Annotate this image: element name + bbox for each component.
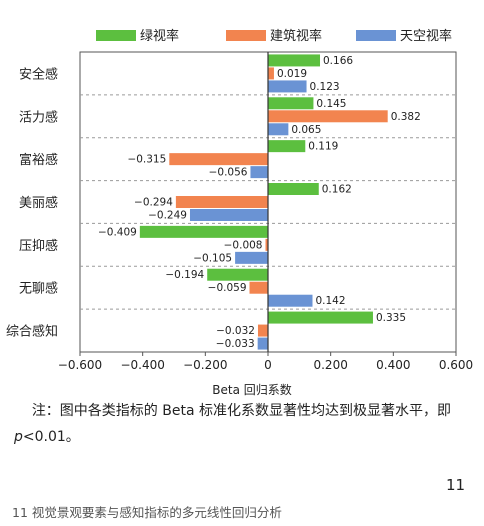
category-label: 安全感: [19, 66, 58, 82]
data-label: −0.033: [216, 338, 255, 350]
note-prefix: 注：图中各类指标的 Beta 标准化系数显著性均达到极显著水平，即: [31, 403, 451, 419]
data-label: 0.335: [376, 312, 406, 324]
legend-swatch: [356, 30, 396, 41]
bar: [268, 80, 307, 93]
data-label: −0.059: [208, 282, 247, 294]
bar: [268, 183, 319, 195]
bar: [175, 196, 268, 208]
data-label: −0.409: [98, 226, 137, 238]
data-label: −0.249: [148, 210, 187, 222]
bar: [268, 110, 388, 123]
bar: [265, 238, 268, 251]
figure-caption: 11 视觉景观要素与感知指标的多元线性回归分析: [12, 505, 282, 520]
data-label: 0.065: [291, 124, 321, 136]
data-label: 0.382: [391, 111, 421, 123]
data-label: −0.194: [165, 269, 204, 281]
category-label: 活力感: [19, 109, 58, 125]
x-tick-label: −0.200: [183, 358, 227, 372]
x-tick-label: 0.200: [313, 358, 347, 372]
category-label: 压抑感: [19, 238, 58, 254]
data-label: −0.294: [134, 197, 173, 209]
x-tick-label: 0.600: [439, 358, 473, 372]
category-label: 美丽感: [19, 195, 58, 211]
bar: [268, 311, 373, 324]
bar: [268, 140, 306, 153]
bar: [250, 166, 268, 179]
data-label: 0.166: [323, 55, 353, 67]
bar: [189, 209, 268, 221]
bar: [169, 153, 268, 166]
data-label: −0.008: [224, 239, 263, 251]
x-tick-label: −0.400: [120, 358, 164, 372]
bar: [268, 67, 274, 80]
legend-swatch: [96, 30, 136, 41]
data-label: 0.145: [316, 98, 346, 110]
bar: [249, 281, 268, 294]
bar: [235, 251, 268, 264]
data-label: 0.123: [310, 81, 340, 93]
bar: [268, 97, 314, 110]
x-tick-label: −0.600: [58, 358, 102, 372]
bar: [139, 225, 268, 238]
bar: [257, 324, 268, 337]
bar: [268, 123, 289, 136]
bar: [257, 337, 268, 350]
data-label: −0.315: [127, 154, 166, 166]
data-label: −0.056: [209, 167, 248, 179]
data-label: 0.119: [308, 141, 338, 153]
data-label: 0.142: [315, 295, 345, 307]
page-number: 11: [446, 476, 466, 494]
category-label: 综合感知: [6, 324, 58, 340]
chart-note: 注：图中各类指标的 Beta 标准化系数显著性均达到极显著水平，即 p<0.01…: [14, 398, 474, 450]
legend-swatch: [226, 30, 266, 41]
bar: [207, 268, 268, 281]
legend-label: 天空视率: [400, 28, 452, 44]
legend-label: 绿视率: [140, 28, 179, 44]
data-label: 0.162: [322, 184, 352, 196]
note-suffix: <0.01。: [22, 429, 80, 445]
category-label: 无聊感: [19, 281, 58, 297]
bar: [268, 294, 313, 307]
bar: [268, 54, 321, 67]
x-axis-title: Beta 回归系数: [212, 382, 292, 397]
category-label: 富裕感: [19, 152, 58, 168]
note-p-variable: p: [14, 429, 23, 445]
data-label: −0.105: [193, 252, 232, 264]
legend-label: 建筑视率: [270, 28, 322, 44]
x-tick-label: 0: [264, 358, 272, 372]
data-label: 0.019: [277, 68, 307, 80]
x-tick-label: 0.400: [376, 358, 410, 372]
data-label: −0.032: [216, 325, 255, 337]
